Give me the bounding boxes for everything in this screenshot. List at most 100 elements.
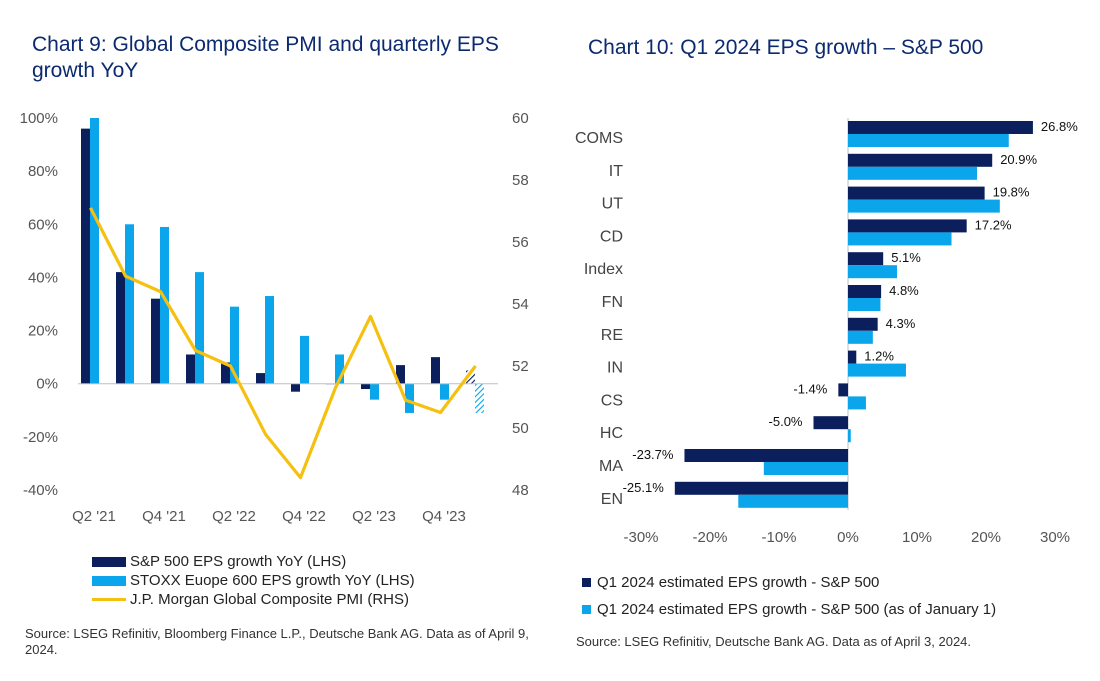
sector-label: MA bbox=[599, 458, 623, 475]
legend-label-pmi: J.P. Morgan Global Composite PMI (RHS) bbox=[130, 591, 409, 608]
current-eps-bar bbox=[848, 317, 878, 331]
current-eps-bar bbox=[848, 186, 985, 200]
sp500-bar bbox=[151, 298, 160, 384]
y-left-tick-label: -40% bbox=[23, 482, 58, 499]
chart9-legend: S&P 500 EPS growth YoY (LHS) STOXX Euope… bbox=[92, 552, 415, 609]
legend-swatch-sp500 bbox=[92, 556, 126, 567]
data-label: -1.4% bbox=[793, 381, 827, 396]
data-label: 19.8% bbox=[993, 185, 1030, 200]
sector-label: EN bbox=[601, 491, 623, 508]
legend-item-stoxx: STOXX Euope 600 EPS growth YoY (LHS) bbox=[92, 571, 415, 590]
stoxx-bar bbox=[195, 272, 204, 384]
x-tick-label: 0% bbox=[837, 529, 859, 546]
current-eps-bar bbox=[848, 153, 993, 167]
y-right-tick-label: 52 bbox=[512, 358, 529, 375]
sp500-bar bbox=[361, 383, 370, 390]
january-eps-bar bbox=[848, 298, 881, 311]
sector-label: COMS bbox=[575, 130, 623, 147]
current-eps-bar bbox=[848, 285, 882, 298]
current-eps-bar bbox=[848, 252, 884, 266]
stoxx-bar bbox=[475, 383, 484, 413]
data-label: 17.2% bbox=[975, 217, 1012, 232]
data-label: -5.0% bbox=[769, 414, 803, 429]
stoxx-bar bbox=[125, 224, 134, 384]
january-eps-bar bbox=[848, 134, 1009, 147]
chart10-source: Source: LSEG Refinitiv, Deutsche Bank AG… bbox=[576, 634, 972, 649]
current-eps-bar bbox=[848, 121, 1033, 134]
sector-label: CS bbox=[601, 392, 623, 409]
current-eps-bar bbox=[674, 481, 848, 495]
x-tick-label: -30% bbox=[623, 529, 658, 546]
data-label: 20.9% bbox=[1000, 152, 1037, 167]
legend-item-current: Q1 2024 estimated EPS growth - S&P 500 bbox=[582, 568, 996, 597]
stoxx-bar bbox=[405, 383, 414, 413]
x-tick-label: Q2 '21 bbox=[72, 508, 116, 525]
y-left-tick-label: 60% bbox=[28, 216, 58, 233]
sp500-bar bbox=[186, 354, 195, 384]
legend-swatch-stoxx bbox=[92, 575, 126, 586]
legend-swatch-pmi bbox=[92, 598, 126, 601]
sp500-bar bbox=[256, 373, 265, 384]
chart10-legend: Q1 2024 estimated EPS growth - S&P 500 Q… bbox=[582, 568, 996, 621]
legend-label-current: Q1 2024 estimated EPS growth - S&P 500 bbox=[597, 574, 880, 591]
y-right-tick-label: 60 bbox=[512, 110, 529, 127]
legend-label-january: Q1 2024 estimated EPS growth - S&P 500 (… bbox=[597, 600, 997, 618]
y-left-tick-label: 100% bbox=[20, 110, 58, 127]
y-right-tick-label: 58 bbox=[512, 172, 529, 189]
sector-label: UT bbox=[602, 196, 624, 213]
current-eps-bar bbox=[848, 219, 967, 233]
data-label: -23.7% bbox=[632, 447, 674, 462]
legend-swatch-current bbox=[582, 578, 591, 587]
x-tick-label: Q2 '22 bbox=[212, 508, 256, 525]
chart9-title: Chart 9: Global Composite PMI and quarte… bbox=[32, 33, 499, 82]
legend-label-sp500: S&P 500 EPS growth YoY (LHS) bbox=[130, 553, 347, 570]
chart10-title: Chart 10: Q1 2024 EPS growth – S&P 500 bbox=[588, 36, 984, 59]
january-eps-bar bbox=[848, 330, 873, 344]
stoxx-bar bbox=[370, 383, 379, 400]
y-left-tick-label: 0% bbox=[36, 376, 58, 393]
sector-label: IN bbox=[607, 360, 623, 377]
current-eps-bar bbox=[684, 449, 848, 462]
data-label: 4.8% bbox=[889, 283, 919, 298]
legend-item-january: Q1 2024 estimated EPS growth - S&P 500 (… bbox=[582, 597, 996, 621]
current-eps-bar bbox=[838, 383, 848, 397]
january-eps-bar bbox=[848, 166, 978, 180]
sector-label: HC bbox=[600, 425, 623, 442]
x-tick-label: 20% bbox=[971, 529, 1001, 546]
sp500-bar bbox=[396, 365, 405, 384]
data-label: -25.1% bbox=[623, 480, 665, 495]
x-tick-label: Q4 '21 bbox=[142, 508, 186, 525]
current-eps-bar bbox=[848, 350, 857, 364]
y-right-tick-label: 50 bbox=[512, 420, 529, 437]
current-eps-bar bbox=[813, 416, 848, 430]
y-right-tick-label: 56 bbox=[512, 234, 529, 251]
january-eps-bar bbox=[738, 494, 848, 508]
y-left-tick-label: 20% bbox=[28, 323, 58, 340]
legend-swatch-january bbox=[582, 604, 591, 614]
legend-item-sp500: S&P 500 EPS growth YoY (LHS) bbox=[92, 552, 415, 571]
sp500-bar bbox=[431, 357, 440, 384]
sector-label: FN bbox=[602, 294, 623, 311]
january-eps-bar bbox=[763, 462, 848, 475]
data-label: 5.1% bbox=[891, 250, 921, 265]
sector-label: CD bbox=[600, 228, 623, 245]
x-tick-label: -10% bbox=[761, 529, 796, 546]
stoxx-bar bbox=[335, 354, 344, 384]
y-left-tick-label: -20% bbox=[23, 429, 58, 446]
legend-label-stoxx: STOXX Euope 600 EPS growth YoY (LHS) bbox=[130, 572, 415, 589]
x-tick-label: Q4 '22 bbox=[282, 508, 326, 525]
x-tick-label: 10% bbox=[902, 529, 932, 546]
stoxx-bar bbox=[265, 296, 274, 384]
stoxx-bar bbox=[90, 118, 99, 384]
january-eps-bar bbox=[848, 265, 897, 279]
pmi-line bbox=[89, 207, 477, 480]
january-eps-bar bbox=[848, 396, 866, 410]
sector-label: RE bbox=[601, 327, 623, 344]
january-eps-bar bbox=[848, 429, 851, 443]
stoxx-bar bbox=[300, 335, 309, 384]
y-right-tick-label: 48 bbox=[512, 482, 529, 499]
stoxx-bar bbox=[160, 226, 169, 384]
january-eps-bar bbox=[848, 199, 1000, 213]
sp500-bar bbox=[116, 272, 125, 384]
